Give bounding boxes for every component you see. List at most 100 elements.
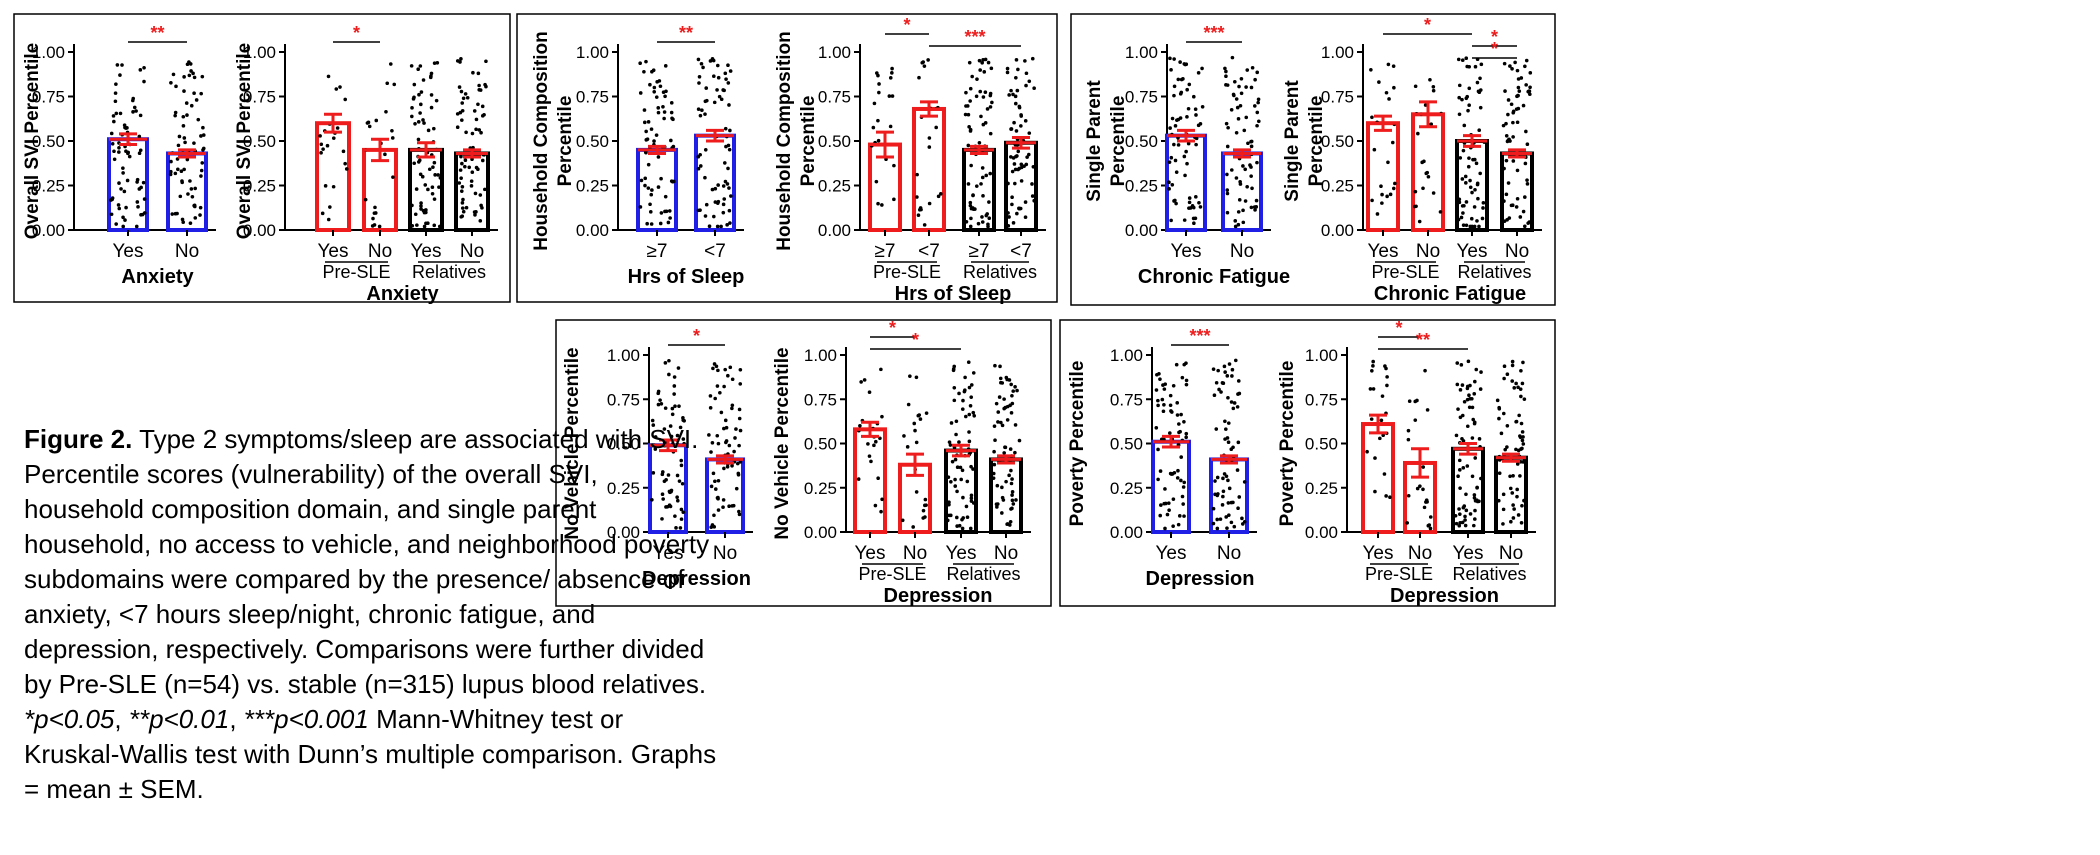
data-point: [919, 207, 923, 212]
data-point: [1013, 167, 1018, 172]
data-point: [888, 76, 893, 80]
data-point: [1225, 374, 1230, 378]
data-point: [958, 465, 963, 470]
data-point: [1249, 85, 1254, 90]
data-point: [1501, 411, 1506, 416]
data-point: [1457, 197, 1462, 202]
data-point: [1520, 430, 1525, 434]
data-point: [1249, 139, 1253, 144]
data-point: [648, 202, 652, 207]
data-point: [945, 518, 950, 523]
data-point: [1225, 144, 1230, 149]
data-point: [1226, 501, 1231, 505]
data-point: [681, 437, 686, 441]
data-point: [1225, 210, 1230, 215]
data-point: [734, 427, 738, 431]
data-point: [967, 125, 971, 129]
data-point: [722, 197, 727, 201]
data-point: [169, 159, 173, 164]
y-axis-label: Overall SVI Percentile: [234, 43, 255, 239]
data-point: [1233, 358, 1238, 363]
data-point: [1466, 359, 1471, 364]
data-point: [663, 361, 668, 365]
data-point: [989, 66, 994, 71]
data-point: [1384, 494, 1388, 498]
data-point: [1515, 68, 1520, 73]
data-point: [478, 193, 483, 197]
group-label: Pre-SLE: [1365, 564, 1433, 584]
data-point: [977, 58, 982, 63]
data-point: [708, 406, 713, 410]
data-point: [1226, 395, 1230, 400]
data-point: [1505, 445, 1509, 449]
data-point: [142, 79, 146, 84]
caption-tail: Mann-Whitney test or Kruskal-Wallis test…: [24, 704, 717, 804]
data-point: [668, 490, 672, 495]
data-point: [1476, 89, 1481, 94]
data-point: [968, 99, 972, 103]
data-point: [477, 83, 481, 88]
significance-label: *: [693, 326, 700, 346]
data-point: [334, 87, 339, 91]
y-tick-label: 0.25: [607, 479, 640, 498]
data-point: [1528, 85, 1532, 90]
data-point: [675, 498, 680, 503]
data-point: [1528, 92, 1532, 97]
data-point: [1516, 106, 1521, 111]
data-point: [1524, 83, 1528, 87]
data-point: [1178, 60, 1182, 64]
x-tick-label: Yes: [855, 543, 886, 564]
data-point: [1469, 216, 1474, 221]
data-point: [1236, 210, 1241, 214]
data-point: [1385, 194, 1389, 199]
data-point: [1386, 160, 1390, 165]
data-point: [131, 110, 135, 114]
data-point: [880, 414, 884, 419]
data-point: [916, 213, 921, 217]
data-point: [1461, 466, 1466, 470]
data-point: [1520, 503, 1524, 508]
data-point: [959, 477, 963, 482]
data-point: [902, 434, 906, 438]
data-point: [1255, 110, 1260, 115]
data-point: [946, 475, 951, 480]
data-point: [650, 418, 655, 423]
data-point: [1510, 203, 1515, 207]
data-point: [667, 209, 672, 213]
data-point: [1522, 397, 1527, 401]
data-point: [667, 372, 671, 377]
data-point: [1004, 375, 1009, 380]
data-point: [914, 440, 919, 445]
data-point: [1019, 124, 1023, 128]
data-point: [1244, 115, 1249, 120]
data-point: [1392, 85, 1396, 90]
data-point: [1514, 381, 1518, 386]
data-point: [1370, 115, 1374, 120]
data-point: [980, 215, 984, 219]
data-point: [908, 374, 912, 378]
data-point: [1378, 436, 1382, 441]
data-point: [1481, 201, 1486, 205]
data-point: [914, 490, 919, 494]
data-point: [1200, 104, 1205, 109]
data-point: [136, 205, 140, 209]
data-point: [1158, 513, 1163, 518]
data-point: [1464, 508, 1469, 513]
data-point: [729, 194, 733, 198]
data-point: [134, 224, 139, 229]
caption-text: Type 2 symptoms/sleep are associated wit…: [24, 424, 710, 699]
data-point: [1009, 127, 1013, 131]
data-point: [713, 186, 718, 191]
data-point: [455, 125, 460, 130]
data-point: [1211, 521, 1216, 526]
data-point: [1168, 403, 1173, 408]
data-point: [1163, 501, 1168, 506]
data-point: [1156, 477, 1160, 482]
x-tick-label: Yes: [1368, 241, 1399, 262]
data-point: [1223, 66, 1227, 71]
data-point: [1236, 440, 1241, 445]
data-point: [1518, 474, 1522, 478]
data-point: [458, 168, 463, 172]
data-point: [1504, 134, 1509, 138]
data-point: [1455, 382, 1460, 387]
